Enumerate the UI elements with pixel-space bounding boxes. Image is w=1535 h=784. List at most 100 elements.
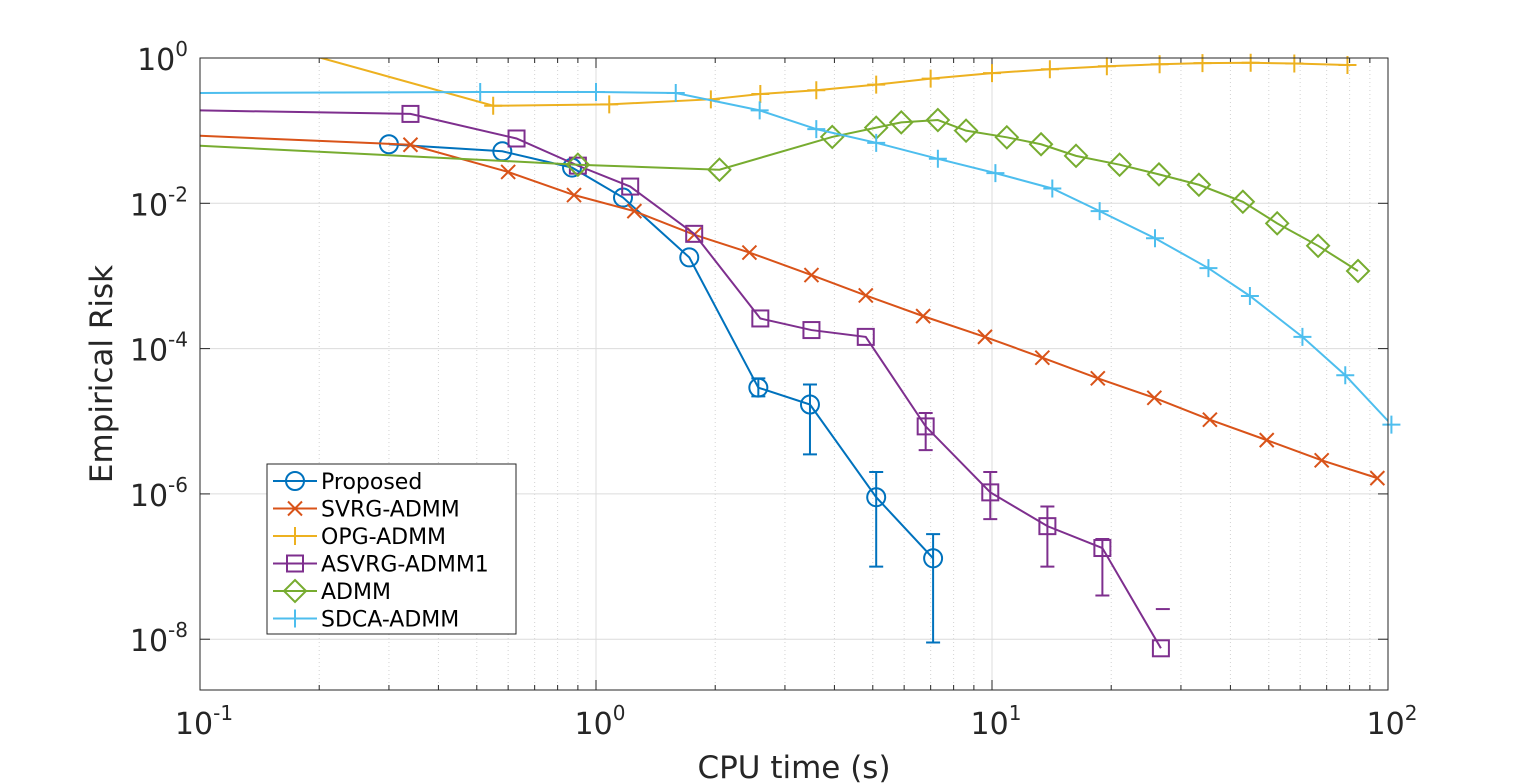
series-admm — [200, 107, 1371, 284]
grid-major — [200, 58, 1388, 690]
data-point — [1313, 452, 1330, 469]
y-tick-label: 10-2 — [130, 182, 188, 223]
y-tick-label: 100 — [137, 37, 188, 78]
data-point — [1146, 229, 1164, 248]
tick-exponent: -6 — [168, 473, 188, 497]
data-point — [867, 75, 886, 94]
data-point — [916, 417, 935, 436]
data-point — [802, 321, 821, 340]
data-point — [282, 578, 308, 604]
legend-label: Proposed — [321, 470, 422, 495]
tick-base: 10 — [175, 707, 213, 742]
tick-exponent: 0 — [613, 701, 626, 725]
data-point — [484, 96, 503, 115]
data-point — [807, 120, 826, 139]
data-point — [565, 152, 591, 178]
data-point — [1028, 131, 1054, 157]
tick-exponent: -8 — [168, 618, 188, 642]
tick-exponent: -2 — [168, 182, 188, 206]
grid-minor — [318, 58, 1371, 690]
data-point — [1038, 517, 1057, 536]
tick-exponent: 2 — [1405, 701, 1418, 725]
data-point — [803, 267, 820, 283]
data-point — [807, 81, 826, 100]
data-point — [1090, 202, 1109, 221]
series-line — [318, 58, 1348, 107]
data-point — [1151, 639, 1170, 658]
data-point — [285, 471, 305, 491]
data-point — [286, 527, 304, 545]
data-point — [1146, 390, 1163, 406]
data-point — [867, 133, 886, 152]
data-point — [1107, 152, 1133, 178]
data-point — [1146, 161, 1172, 187]
data-point — [1345, 258, 1371, 284]
data-point — [1241, 53, 1260, 72]
x-tick-label: 101 — [971, 701, 1022, 742]
tick-base: 10 — [1367, 707, 1405, 742]
data-point — [1093, 539, 1112, 558]
legend-entry: SVRG-ADMM — [273, 498, 460, 523]
series-proposed — [378, 134, 944, 644]
data-point — [977, 329, 993, 345]
tick-exponent: 1 — [1009, 701, 1022, 725]
data-point — [1097, 57, 1116, 76]
data-point — [751, 84, 770, 103]
series-svrg-admm — [200, 134, 1386, 486]
tick-base: 10 — [130, 479, 168, 514]
data-point — [1293, 327, 1312, 346]
series-line — [388, 143, 934, 559]
legend-label: SVRG-ADMM — [321, 498, 460, 523]
data-point — [1240, 286, 1259, 305]
error-bar — [983, 471, 998, 521]
data-point — [799, 394, 820, 415]
data-point — [858, 287, 874, 304]
y-tick-label: 10-8 — [130, 618, 188, 659]
data-point — [888, 109, 914, 135]
data-point — [748, 377, 769, 398]
legend-entry: ASVRG-ADMM1 — [273, 553, 489, 578]
series-sdca-admm — [200, 83, 1401, 434]
y-tick-label: 10-6 — [130, 473, 188, 514]
tick-exponent: 0 — [175, 37, 188, 61]
data-point — [707, 157, 732, 183]
data-point — [666, 83, 685, 102]
legend-box — [266, 463, 517, 635]
data-point — [500, 164, 516, 180]
y-tick-label: 10-4 — [130, 328, 188, 369]
data-point — [685, 224, 704, 243]
data-point — [1034, 349, 1051, 366]
tick-base: 10 — [130, 334, 168, 369]
data-point — [401, 104, 420, 123]
data-point — [566, 187, 582, 203]
error-bar — [1040, 505, 1055, 568]
data-point — [626, 203, 643, 219]
data-point — [402, 137, 419, 153]
data-point — [819, 124, 845, 150]
data-point — [1305, 233, 1331, 259]
data-point — [750, 101, 769, 120]
data-point — [1202, 412, 1218, 428]
error-bar — [926, 533, 941, 644]
data-point — [923, 548, 944, 569]
data-point — [1040, 60, 1059, 79]
data-point — [1186, 172, 1212, 198]
data-point — [286, 609, 304, 628]
data-point — [1336, 366, 1355, 385]
data-point — [856, 327, 875, 346]
tick-exponent: -1 — [213, 701, 233, 725]
data-point — [1259, 432, 1275, 448]
data-point — [1199, 259, 1218, 278]
legend-label: ADMM — [321, 580, 391, 605]
data-point — [621, 177, 640, 196]
data-point — [921, 69, 940, 88]
tick-base: 10 — [137, 43, 175, 78]
data-point — [866, 487, 887, 508]
legend-label: ASVRG-ADMM1 — [321, 553, 489, 578]
data-point — [1230, 189, 1256, 215]
data-point — [953, 118, 979, 144]
data-point — [925, 107, 951, 133]
tick-exponent: -4 — [168, 328, 188, 352]
